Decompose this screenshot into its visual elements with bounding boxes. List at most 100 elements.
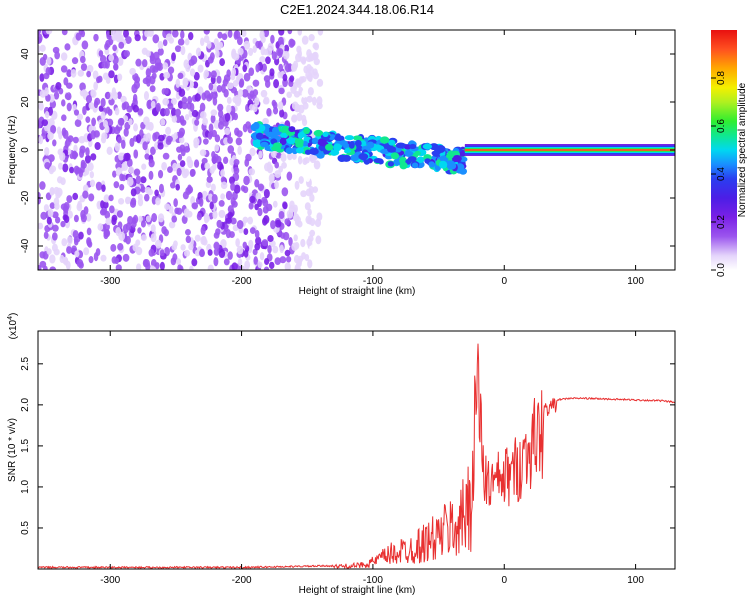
heatmap-cell bbox=[143, 259, 150, 268]
heatmap-cell bbox=[231, 200, 238, 208]
heatmap-cell bbox=[38, 44, 41, 54]
heatmap-cell bbox=[78, 168, 84, 178]
heatmap-cell bbox=[174, 207, 180, 215]
heatmap-cell bbox=[151, 195, 157, 205]
heatmap-cell bbox=[230, 217, 237, 225]
heatmap-cell bbox=[44, 87, 49, 96]
heatmap-cell bbox=[147, 121, 154, 131]
heatmap-cell bbox=[88, 256, 94, 264]
heatmap-cell bbox=[274, 170, 282, 179]
heatmap-cell bbox=[215, 228, 221, 236]
heatmap-cell bbox=[252, 248, 258, 256]
y-tick-label: 2.5 bbox=[20, 356, 31, 370]
heatmap-cell bbox=[117, 91, 122, 100]
heatmap-cell bbox=[249, 195, 256, 204]
colorbar: 0.0 0.2 0.4 0.6 0.8 Normalized spectral ampl… bbox=[711, 30, 748, 277]
heatmap-cell bbox=[239, 78, 245, 88]
heatmap-cell bbox=[108, 70, 115, 79]
heatmap-cell bbox=[162, 152, 170, 160]
heatmap-cell bbox=[76, 113, 84, 121]
heatmap-cell bbox=[190, 168, 196, 177]
heatmap-cell bbox=[207, 249, 213, 256]
heatmap-cell bbox=[162, 39, 168, 47]
heatmap-cell bbox=[61, 30, 68, 36]
heatmap-cell bbox=[234, 127, 240, 136]
heatmap-cell bbox=[80, 30, 86, 38]
heatmap-cell bbox=[289, 75, 295, 82]
heatmap-cell bbox=[65, 260, 71, 270]
heatmap-cell bbox=[123, 50, 130, 58]
heatmap-cell bbox=[51, 211, 59, 219]
heatmap-cell bbox=[49, 186, 55, 196]
heatmap-cell bbox=[274, 257, 281, 265]
heatmap-cell bbox=[157, 47, 164, 56]
heatmap-cell bbox=[212, 91, 218, 100]
heatmap-cell bbox=[255, 63, 260, 73]
spectrogram-x-label: Height of straight line (km) bbox=[299, 286, 416, 297]
heatmap-cell bbox=[438, 160, 448, 169]
heatmap-cell bbox=[122, 101, 130, 110]
heatmap-cell bbox=[252, 79, 260, 87]
y-tick-label: 0.5 bbox=[20, 521, 31, 535]
x-tick-label: 100 bbox=[627, 276, 644, 287]
heatmap-cell bbox=[113, 126, 121, 135]
heatmap-cell bbox=[299, 206, 305, 217]
heatmap-cell bbox=[61, 238, 68, 247]
x-tick-label: -100 bbox=[363, 276, 383, 287]
heatmap-cell bbox=[235, 238, 240, 248]
heatmap-cell bbox=[118, 41, 125, 49]
heatmap-cell bbox=[190, 55, 198, 65]
heatmap-cell bbox=[260, 35, 266, 44]
heatmap-cell bbox=[194, 234, 201, 242]
heatmap-cell bbox=[263, 30, 270, 38]
heatmap-cell bbox=[284, 262, 291, 270]
heatmap-cell bbox=[232, 53, 240, 61]
heatmap-cell bbox=[404, 149, 413, 157]
heatmap-cell bbox=[163, 71, 171, 79]
heatmap-cell bbox=[148, 170, 154, 180]
heatmap-cell bbox=[170, 107, 177, 117]
heatmap-cell bbox=[202, 238, 208, 246]
heatmap-cell bbox=[209, 201, 214, 210]
heatmap-cell bbox=[278, 30, 285, 36]
heatmap-cell bbox=[202, 138, 209, 145]
heatmap-cell bbox=[208, 193, 213, 202]
heatmap-cell bbox=[179, 136, 185, 144]
heatmap-cell bbox=[177, 72, 184, 80]
heatmap-cell bbox=[89, 171, 95, 179]
heatmap-cell bbox=[211, 155, 218, 164]
heatmap-cell bbox=[112, 170, 117, 178]
snr-frame bbox=[37, 330, 676, 570]
heatmap-cell bbox=[140, 176, 147, 184]
heatmap-cell bbox=[117, 242, 124, 251]
heatmap-cell bbox=[111, 87, 117, 97]
heatmap-cell bbox=[45, 30, 53, 35]
heatmap-cell bbox=[300, 190, 307, 198]
heatmap-cell bbox=[266, 107, 272, 117]
heatmap-cell bbox=[47, 208, 54, 218]
heatmap-cell bbox=[85, 95, 93, 104]
heatmap-cell bbox=[113, 63, 119, 71]
heatmap-cell bbox=[217, 31, 223, 39]
heatmap-cell bbox=[333, 143, 342, 152]
heatmap-cell bbox=[194, 159, 200, 168]
heatmap-cell bbox=[313, 160, 321, 170]
heatmap-cell bbox=[257, 261, 263, 269]
heatmap-cell bbox=[334, 135, 343, 142]
heatmap-cell bbox=[167, 102, 174, 110]
heatmap-cell bbox=[154, 239, 162, 249]
heatmap-cell bbox=[253, 140, 262, 148]
heatmap-cell bbox=[71, 57, 79, 65]
heatmap-cell bbox=[93, 33, 99, 42]
heatmap-cell bbox=[464, 149, 675, 151]
heatmap-cell bbox=[213, 38, 219, 46]
heatmap-cell bbox=[144, 153, 150, 160]
heatmap-cell bbox=[80, 213, 87, 223]
heatmap-cell bbox=[242, 241, 247, 249]
heatmap-cell bbox=[243, 72, 251, 82]
heatmap-cell bbox=[149, 265, 156, 270]
heatmap-cell bbox=[132, 243, 139, 252]
heatmap-cell bbox=[103, 194, 110, 203]
heatmap-cell bbox=[150, 100, 156, 109]
colorbar-label: Normalized spectral amplitude bbox=[737, 82, 748, 217]
